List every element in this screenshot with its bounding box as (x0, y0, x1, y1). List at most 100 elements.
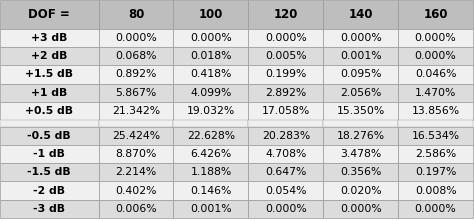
Text: 0.006%: 0.006% (115, 204, 157, 214)
Text: 0.199%: 0.199% (265, 69, 307, 80)
Bar (173, 127, 248, 145)
Bar (323, 0, 398, 29)
Text: 0.402%: 0.402% (115, 185, 157, 196)
Bar (323, 29, 398, 47)
Text: 2.586%: 2.586% (415, 149, 456, 159)
Text: 2.056%: 2.056% (340, 88, 382, 98)
Bar (248, 29, 323, 47)
Text: 80: 80 (128, 8, 144, 21)
Text: 8.870%: 8.870% (115, 149, 157, 159)
Text: 0.000%: 0.000% (265, 33, 307, 43)
Bar (398, 127, 473, 145)
Bar (248, 0, 323, 29)
Text: 0.008%: 0.008% (415, 185, 456, 196)
Bar (173, 47, 248, 65)
Bar (173, 0, 248, 29)
Bar (248, 145, 323, 163)
Bar (323, 65, 398, 84)
Bar (0, 127, 99, 145)
Text: 0.000%: 0.000% (265, 204, 307, 214)
Bar (248, 181, 323, 200)
Text: 0.000%: 0.000% (190, 33, 232, 43)
Bar (99, 145, 173, 163)
Text: -3 dB: -3 dB (33, 204, 65, 214)
Bar (323, 127, 398, 145)
Text: 0.005%: 0.005% (265, 51, 307, 61)
Bar (173, 102, 248, 120)
Text: 0.356%: 0.356% (340, 167, 382, 177)
Text: 0.068%: 0.068% (115, 51, 157, 61)
Bar (398, 47, 473, 65)
Text: 120: 120 (273, 8, 298, 21)
Text: 0.000%: 0.000% (415, 51, 456, 61)
Bar (173, 163, 248, 181)
Bar (323, 102, 398, 120)
Text: DOF =: DOF = (28, 8, 70, 21)
Text: 2.214%: 2.214% (115, 167, 157, 177)
Text: 0.020%: 0.020% (340, 185, 382, 196)
Text: 4.099%: 4.099% (190, 88, 232, 98)
Bar (173, 145, 248, 163)
Text: 0.046%: 0.046% (415, 69, 456, 80)
Bar (173, 65, 248, 84)
Bar (0, 181, 99, 200)
Text: 0.000%: 0.000% (340, 204, 382, 214)
Text: 1.470%: 1.470% (415, 88, 456, 98)
Text: 4.708%: 4.708% (265, 149, 307, 159)
Text: +0.5 dB: +0.5 dB (25, 106, 73, 116)
Text: 0.892%: 0.892% (115, 69, 157, 80)
Text: 2.892%: 2.892% (265, 88, 307, 98)
Bar (323, 145, 398, 163)
Text: 0.647%: 0.647% (265, 167, 307, 177)
Bar (323, 181, 398, 200)
Text: 19.032%: 19.032% (187, 106, 235, 116)
Text: 0.018%: 0.018% (190, 51, 232, 61)
Bar (99, 0, 173, 29)
Text: 25.424%: 25.424% (112, 131, 160, 141)
Bar (99, 200, 173, 218)
Bar (323, 47, 398, 65)
Text: 0.000%: 0.000% (115, 33, 157, 43)
Text: 6.426%: 6.426% (190, 149, 232, 159)
Bar (0, 102, 99, 120)
Text: 0.000%: 0.000% (415, 204, 456, 214)
Bar (323, 200, 398, 218)
Text: 0.001%: 0.001% (190, 204, 232, 214)
Bar (0, 120, 99, 127)
Text: 160: 160 (423, 8, 448, 21)
Bar (398, 0, 473, 29)
Bar (173, 181, 248, 200)
Text: 0.146%: 0.146% (190, 185, 232, 196)
Text: +1.5 dB: +1.5 dB (25, 69, 73, 80)
Bar (398, 120, 473, 127)
Text: -0.5 dB: -0.5 dB (27, 131, 71, 141)
Bar (0, 145, 99, 163)
Text: 13.856%: 13.856% (411, 106, 460, 116)
Text: 17.058%: 17.058% (262, 106, 310, 116)
Bar (0, 84, 99, 102)
Bar (398, 200, 473, 218)
Bar (248, 84, 323, 102)
Text: 0.000%: 0.000% (415, 33, 456, 43)
Bar (99, 163, 173, 181)
Bar (323, 120, 398, 127)
Bar (99, 29, 173, 47)
Text: 1.188%: 1.188% (190, 167, 232, 177)
Bar (99, 102, 173, 120)
Text: 0.000%: 0.000% (340, 33, 382, 43)
Text: 140: 140 (348, 8, 373, 21)
Bar (398, 181, 473, 200)
Bar (173, 200, 248, 218)
Text: 20.283%: 20.283% (262, 131, 310, 141)
Text: 16.534%: 16.534% (411, 131, 460, 141)
Bar (99, 84, 173, 102)
Bar (248, 102, 323, 120)
Bar (0, 0, 99, 29)
Text: 0.418%: 0.418% (190, 69, 232, 80)
Bar (173, 29, 248, 47)
Text: 0.197%: 0.197% (415, 167, 456, 177)
Bar (248, 200, 323, 218)
Bar (248, 120, 323, 127)
Text: +3 dB: +3 dB (31, 33, 67, 43)
Text: 0.095%: 0.095% (340, 69, 382, 80)
